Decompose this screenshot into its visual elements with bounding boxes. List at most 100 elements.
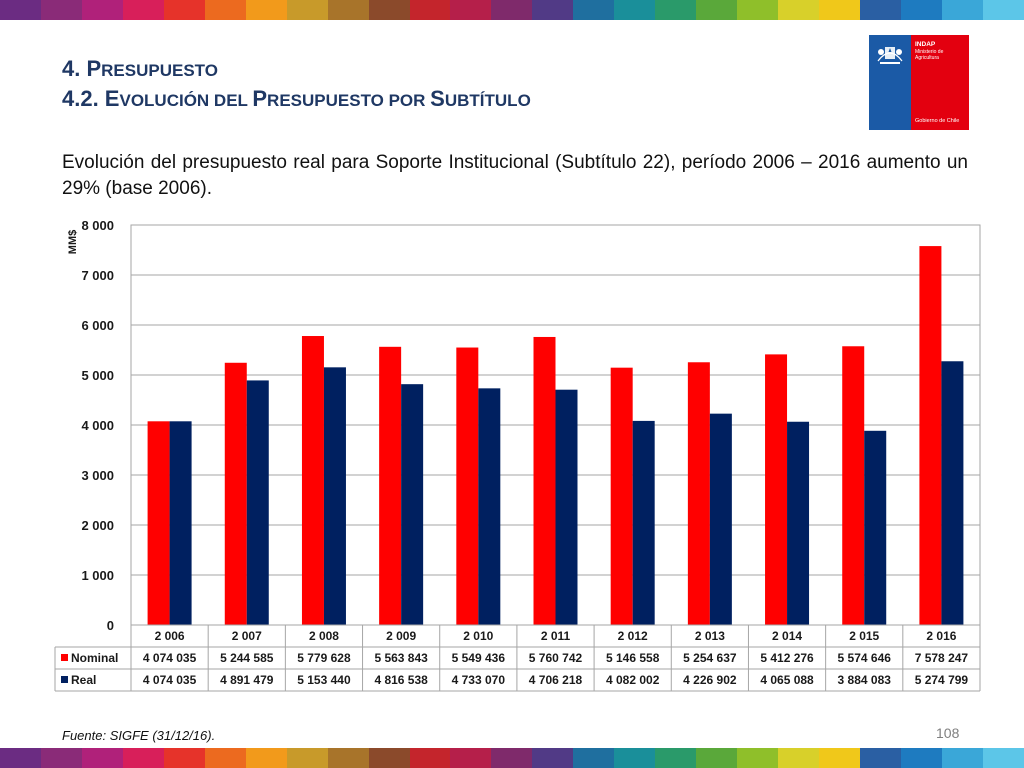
bar-nominal (687, 362, 710, 625)
bar-real (941, 361, 964, 625)
stripe-segment (245, 0, 287, 20)
y-tick-label: 4 000 (81, 418, 114, 433)
x-category-label: 2 006 (155, 629, 185, 643)
stripe-segment (163, 748, 205, 768)
stripe-segment (450, 0, 492, 20)
page-number: 108 (936, 725, 960, 741)
stripe-segment (737, 0, 779, 20)
bar-real (323, 367, 346, 625)
stripe-segment (0, 0, 41, 20)
data-label: 5 146 558 (606, 651, 660, 665)
x-category-label: 2 016 (926, 629, 956, 643)
data-label: 5 563 843 (374, 651, 428, 665)
x-category-label: 2 010 (463, 629, 493, 643)
stripe-segment (491, 748, 533, 768)
data-label: 4 891 479 (220, 673, 274, 687)
data-label: 5 254 637 (683, 651, 737, 665)
bar-real (401, 384, 424, 625)
y-tick-label: 6 000 (81, 318, 114, 333)
stripe-segment (368, 0, 410, 20)
stripe-segment (204, 0, 246, 20)
bar-nominal (456, 347, 479, 625)
bar-real (169, 421, 192, 625)
data-label: 4 082 002 (606, 673, 660, 687)
stripe-segment (982, 0, 1024, 20)
stripe-segment (409, 0, 451, 20)
data-label: 4 706 218 (529, 673, 583, 687)
bar-real (709, 413, 732, 625)
data-label: 4 733 070 (452, 673, 506, 687)
legend-key-nominal (61, 654, 68, 661)
stripe-segment (286, 748, 328, 768)
stripe-segment (245, 748, 287, 768)
legend-label: Real (71, 673, 96, 687)
stripe-segment (655, 748, 697, 768)
stripe-segment (532, 748, 574, 768)
data-label: 5 274 799 (915, 673, 969, 687)
data-label: 3 884 083 (838, 673, 892, 687)
data-label: 4 074 035 (143, 673, 197, 687)
stripe-segment (696, 0, 738, 20)
data-label: 5 760 742 (529, 651, 583, 665)
stripe-segment (491, 0, 533, 20)
top-color-stripe (0, 0, 1024, 20)
stripe-segment (409, 748, 451, 768)
stripe-segment (368, 748, 410, 768)
bar-nominal (301, 336, 324, 625)
stripe-segment (819, 0, 861, 20)
data-label: 4 226 902 (683, 673, 737, 687)
bar-nominal (379, 346, 402, 625)
stripe-segment (81, 748, 123, 768)
bar-real (478, 388, 501, 625)
bar-real (864, 430, 887, 625)
stripe-segment (40, 748, 82, 768)
stripe-segment (982, 748, 1024, 768)
bar-nominal (842, 346, 865, 625)
y-tick-label: 5 000 (81, 368, 114, 383)
stripe-segment (737, 748, 779, 768)
stripe-segment (819, 748, 861, 768)
section-title: 4. Presupuesto (62, 56, 218, 81)
data-label: 4 065 088 (760, 673, 814, 687)
y-tick-label: 8 000 (81, 218, 114, 233)
bottom-color-stripe (0, 748, 1024, 768)
stripe-segment (204, 748, 246, 768)
x-category-label: 2 015 (849, 629, 879, 643)
stripe-segment (81, 0, 123, 20)
stripe-segment (900, 748, 942, 768)
stripe-segment (532, 0, 574, 20)
subsection-title: 4.2. Evolución del Presupuesto por Subtí… (62, 86, 531, 111)
stripe-segment (614, 0, 656, 20)
data-label: 5 153 440 (297, 673, 351, 687)
stripe-segment (327, 0, 369, 20)
stripe-segment (778, 0, 820, 20)
data-label: 5 574 646 (838, 651, 892, 665)
x-category-label: 2 013 (695, 629, 725, 643)
stripe-segment (163, 0, 205, 20)
y-tick-label: 1 000 (81, 568, 114, 583)
description-text: Evolución del presupuesto real para Sopo… (62, 152, 968, 199)
x-category-label: 2 011 (541, 629, 571, 643)
stripe-segment (0, 748, 41, 768)
data-label: 5 779 628 (297, 651, 351, 665)
stripe-segment (941, 748, 983, 768)
bar-nominal (224, 362, 247, 625)
source-note: Fuente: SIGFE (31/12/16). (62, 728, 216, 743)
y-tick-label: 3 000 (81, 468, 114, 483)
y-tick-label: 2 000 (81, 518, 114, 533)
bar-real (632, 420, 655, 625)
stripe-segment (860, 748, 901, 768)
stripe-segment (573, 748, 615, 768)
x-category-label: 2 008 (309, 629, 339, 643)
y-tick-label: 0 (107, 618, 114, 633)
coat-of-arms-icon (877, 47, 903, 64)
legend-key-real (61, 676, 68, 683)
stripe-segment (286, 0, 328, 20)
bar-nominal (765, 354, 788, 625)
data-label: 4 074 035 (143, 651, 197, 665)
data-label: 7 578 247 (915, 651, 969, 665)
stripe-segment (122, 0, 164, 20)
bar-nominal (533, 336, 556, 625)
bar-nominal (147, 421, 170, 625)
